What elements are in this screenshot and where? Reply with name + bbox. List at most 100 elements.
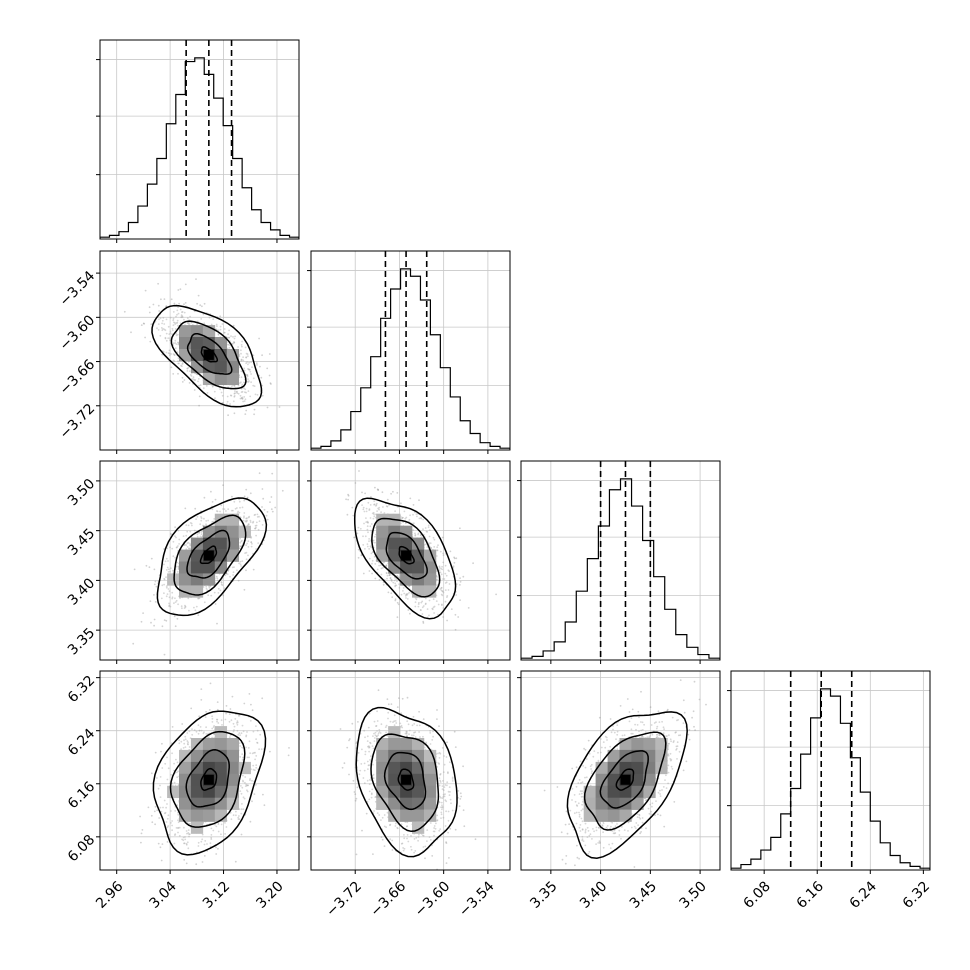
scatter-point bbox=[254, 524, 257, 527]
scatter-point bbox=[436, 584, 439, 586]
scatter-point bbox=[247, 540, 250, 543]
scatter-point bbox=[419, 534, 422, 536]
scatter-point bbox=[424, 527, 427, 529]
scatter-point bbox=[253, 385, 256, 387]
scatter-point bbox=[385, 565, 388, 568]
scatter-point bbox=[161, 329, 164, 332]
scatter-point bbox=[374, 535, 376, 538]
scatter-point bbox=[239, 545, 242, 548]
scatter-point bbox=[173, 602, 175, 605]
scatter-point bbox=[202, 586, 205, 588]
scatter-point bbox=[198, 715, 201, 718]
scatter-point bbox=[169, 332, 172, 334]
scatter-point bbox=[263, 508, 266, 511]
scatter-point bbox=[245, 488, 248, 491]
scatter-point bbox=[177, 357, 180, 359]
scatter-point bbox=[148, 311, 151, 314]
scatter-point bbox=[247, 554, 249, 557]
scatter-point bbox=[211, 385, 214, 388]
scatter-point bbox=[149, 600, 152, 603]
scatter-point bbox=[454, 628, 457, 631]
scatter-point bbox=[352, 514, 355, 517]
scatter-point bbox=[236, 392, 239, 394]
scatter-point bbox=[198, 404, 201, 407]
scatter-point bbox=[245, 356, 248, 359]
scatter-point bbox=[229, 575, 231, 578]
scatter-point bbox=[169, 330, 172, 333]
scatter-point bbox=[250, 541, 253, 543]
scatter-point bbox=[255, 362, 258, 365]
scatter-point bbox=[370, 552, 373, 555]
scatter-point bbox=[266, 367, 269, 370]
scatter-point bbox=[233, 412, 236, 415]
scatter-point bbox=[357, 556, 360, 559]
scatter-point bbox=[247, 523, 250, 526]
scatter-point bbox=[253, 514, 256, 516]
scatter-point bbox=[250, 703, 252, 706]
scatter-point bbox=[241, 396, 244, 399]
scatter-point bbox=[270, 383, 272, 385]
scatter-point bbox=[193, 379, 196, 381]
scatter-point bbox=[205, 587, 208, 590]
y-tick-label: −3.60 bbox=[57, 312, 99, 354]
scatter-point bbox=[180, 314, 183, 317]
scatter-point bbox=[400, 593, 403, 596]
density-cell bbox=[214, 372, 228, 386]
scatter-point bbox=[368, 538, 370, 540]
panel-frame bbox=[99, 250, 300, 451]
scatter-point bbox=[234, 390, 236, 392]
scatter-point bbox=[347, 498, 349, 501]
scatter-point bbox=[371, 572, 373, 575]
scatter-point bbox=[178, 538, 181, 541]
scatter-point bbox=[190, 375, 193, 377]
scatter-point bbox=[274, 506, 277, 509]
scatter-point bbox=[243, 387, 245, 390]
scatter-point bbox=[217, 587, 220, 590]
scatter-point bbox=[194, 609, 197, 612]
density-cell bbox=[214, 561, 228, 574]
scatter-point bbox=[188, 547, 190, 550]
scatter-point bbox=[375, 502, 378, 505]
scatter-point bbox=[239, 563, 242, 566]
scatter-point bbox=[205, 710, 208, 713]
scatter-point bbox=[172, 311, 175, 313]
scatter-point bbox=[250, 373, 253, 375]
scatter-point bbox=[395, 584, 398, 587]
density-cell bbox=[202, 372, 216, 386]
scatter-point bbox=[186, 367, 189, 370]
scatter-point bbox=[234, 507, 237, 510]
scatter-point bbox=[183, 379, 186, 381]
scatter-point bbox=[174, 323, 177, 325]
scatter-point bbox=[368, 540, 370, 543]
scatter-point bbox=[247, 390, 250, 392]
density-cell bbox=[190, 337, 204, 350]
scatter-point bbox=[170, 533, 172, 535]
scatter-point bbox=[245, 521, 248, 523]
scatter-point bbox=[245, 356, 248, 359]
scatter-point bbox=[178, 362, 180, 365]
scatter-point bbox=[241, 398, 244, 400]
scatter-point bbox=[419, 534, 422, 536]
scatter-point bbox=[256, 516, 259, 518]
scatter-point bbox=[197, 294, 200, 297]
scatter-point bbox=[233, 337, 236, 340]
scatter-point bbox=[172, 555, 175, 558]
scatter-point bbox=[209, 585, 212, 587]
scatter-point bbox=[435, 570, 438, 572]
scatter-point bbox=[241, 560, 244, 562]
scatter-point bbox=[144, 336, 147, 339]
scatter-point bbox=[162, 317, 165, 319]
scatter-point bbox=[441, 594, 444, 597]
scatter-point bbox=[414, 601, 417, 604]
scatter-point bbox=[251, 709, 254, 712]
scatter-point bbox=[457, 616, 460, 618]
scatter-point bbox=[360, 554, 363, 557]
scatter-point bbox=[439, 550, 442, 553]
scatter-point bbox=[247, 381, 250, 383]
scatter-point bbox=[187, 360, 190, 363]
scatter-point bbox=[169, 605, 172, 608]
scatter-point bbox=[438, 569, 441, 572]
scatter-point bbox=[229, 403, 232, 405]
panel-1-1 bbox=[307, 250, 511, 454]
scatter-point bbox=[394, 598, 397, 600]
